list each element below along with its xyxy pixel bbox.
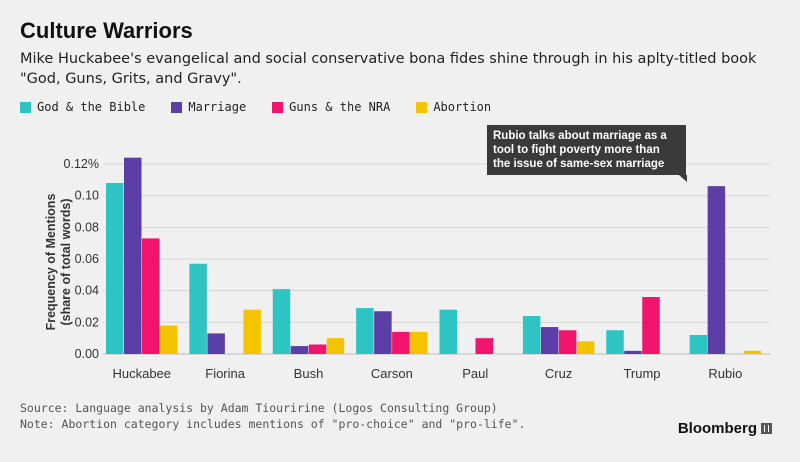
bar-bush-1 (290, 346, 309, 354)
bar-paul-0 (439, 309, 457, 354)
bar-carson-1 (374, 311, 392, 354)
x-tick-label: Fiorina (205, 366, 246, 381)
bars (106, 157, 762, 354)
y-tick-label: 0.04 (75, 284, 99, 298)
legend-label: Marriage (188, 100, 247, 114)
x-tick-label: Huckabee (112, 366, 171, 381)
bar-fiorina-3 (243, 309, 261, 354)
legend-item-god-bible: God & the Bible (20, 100, 145, 114)
x-tick-label: Rubio (708, 366, 742, 381)
bar-huckabee-0 (106, 183, 124, 354)
bar-huckabee-2 (142, 238, 160, 354)
chart-title: Culture Warriors (20, 18, 193, 43)
bar-carson-3 (410, 331, 428, 354)
bar-rubio-0 (689, 335, 708, 354)
legend-label: Guns & the NRA (289, 100, 391, 114)
x-tick-label: Carson (371, 366, 413, 381)
bloomberg-logo: Bloomberg (678, 420, 772, 437)
bar-cruz-1 (540, 327, 559, 354)
bar-carson-2 (392, 331, 410, 354)
x-tick-label: Bush (294, 366, 324, 381)
legend-item-marriage: Marriage (171, 100, 246, 114)
legend-item-guns-nra: Guns & the NRA (272, 100, 390, 114)
bar-huckabee-3 (160, 325, 178, 354)
bar-paul-2 (475, 338, 493, 354)
bar-cruz-2 (558, 330, 577, 354)
bar-carson-0 (356, 308, 374, 354)
bar-trump-0 (606, 330, 624, 354)
legend: God & the Bible Marriage Guns & the NRA … (20, 100, 517, 114)
x-tick-label: Cruz (545, 366, 572, 381)
y-tick-label: 0.06 (75, 252, 99, 266)
bar-bush-3 (326, 338, 345, 354)
legend-swatch (272, 101, 284, 113)
y-tick-label: 0.10 (75, 189, 99, 203)
bar-fiorina-1 (207, 333, 225, 354)
bar-cruz-0 (522, 316, 541, 354)
bar-fiorina-0 (189, 263, 207, 354)
legend-label: Abortion (433, 100, 492, 114)
abortion-note: Note: Abortion category includes mention… (20, 417, 526, 431)
x-tick-labels: Huckabee Fiorina Bush Carson Paul Cruz Trump Ru… (112, 366, 742, 381)
bar-huckabee-1 (124, 157, 142, 354)
legend-swatch (20, 101, 31, 113)
bar-rubio-1 (707, 186, 726, 354)
bar-cruz-3 (576, 341, 595, 354)
y-tick-label: 0.02 (75, 315, 99, 329)
bar-trump-2 (642, 297, 660, 354)
legend-swatch (171, 101, 183, 113)
bar-rubio-3 (743, 350, 762, 354)
y-tick-label: 0.12% (64, 157, 99, 171)
x-tick-label: Trump (623, 366, 660, 381)
y-tick-label: 0.08 (75, 220, 99, 234)
chart-subtitle: Mike Huckabee's evangelical and social c… (20, 51, 757, 87)
bar-bush-0 (272, 289, 291, 354)
annotation-rubio: Rubio talks about marriage as a tool to … (487, 125, 687, 182)
y-tick-label: 0.00 (75, 347, 99, 361)
y-tick-labels: 0.12% 0.10 0.08 0.06 0.04 0.02 0.00 (64, 157, 99, 361)
source-note: Source: Language analysis by Adam Tiouri… (20, 401, 498, 415)
bloomberg-icon (761, 423, 772, 434)
brand-name: Bloomberg (677, 420, 757, 437)
legend-item-abortion: Abortion (416, 100, 491, 114)
bar-trump-1 (624, 350, 642, 354)
x-tick-label: Paul (462, 366, 488, 381)
bar-bush-2 (308, 344, 327, 354)
legend-swatch (416, 101, 428, 113)
footer: Source: Language analysis by Adam Tiouri… (20, 400, 525, 432)
legend-label: God & the Bible (37, 100, 146, 114)
